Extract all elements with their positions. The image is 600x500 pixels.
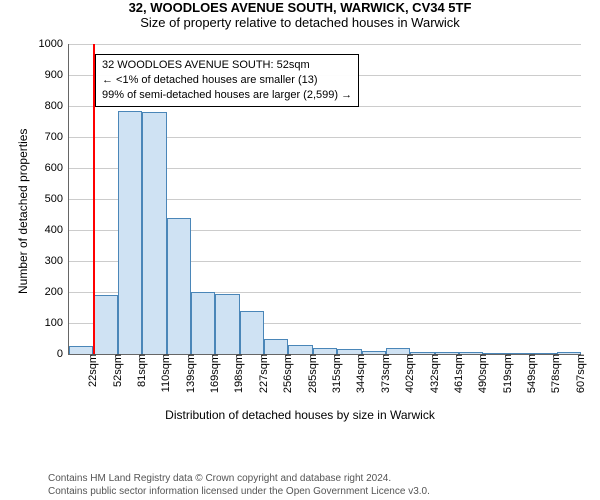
histogram-bar <box>264 339 288 355</box>
y-tick-label: 600 <box>45 162 69 174</box>
annotation-box: 32 WOODLOES AVENUE SOUTH: 52sqm← <1% of … <box>95 54 359 107</box>
y-tick-label: 100 <box>45 317 69 329</box>
x-tick-label: 373sqm <box>378 354 392 393</box>
histogram-bar <box>142 112 166 354</box>
x-tick-label: 461sqm <box>451 354 465 393</box>
footer-attribution: Contains HM Land Registry data © Crown c… <box>0 473 600 498</box>
x-tick-label: 52sqm <box>110 354 124 387</box>
x-tick-label: 81sqm <box>134 354 148 387</box>
x-tick-label: 490sqm <box>475 354 489 393</box>
histogram-bar <box>191 292 215 354</box>
annotation-line: ← <1% of detached houses are smaller (13… <box>102 73 352 88</box>
x-tick-label: 549sqm <box>524 354 538 393</box>
y-tick-label: 900 <box>45 69 69 81</box>
y-tick-label: 500 <box>45 193 69 205</box>
grid-line <box>69 44 581 45</box>
histogram-chart: 0 100 200 300 400 500 600 700 800 900 1000 22sqm 52s… <box>0 36 600 450</box>
x-tick-label: 169sqm <box>207 354 221 393</box>
page-subtitle: Size of property relative to detached ho… <box>0 15 600 30</box>
x-tick-label: 227sqm <box>256 354 270 393</box>
x-tick-label: 315sqm <box>329 354 343 393</box>
y-tick-label: 300 <box>45 255 69 267</box>
annotation-line: 32 WOODLOES AVENUE SOUTH: 52sqm <box>102 58 352 73</box>
histogram-bar <box>288 345 312 354</box>
x-tick-label: 110sqm <box>158 354 172 392</box>
x-tick-label: 256sqm <box>280 354 294 393</box>
x-tick-label: 198sqm <box>231 354 245 393</box>
y-tick-label: 700 <box>45 131 69 143</box>
x-tick-label: 139sqm <box>183 354 197 393</box>
page-title: 32, WOODLOES AVENUE SOUTH, WARWICK, CV34… <box>0 0 600 15</box>
x-tick-label: 607sqm <box>573 354 587 393</box>
footer-line-2: Contains public sector information licen… <box>48 486 600 499</box>
x-tick-label: 344sqm <box>353 354 367 393</box>
histogram-bar <box>69 346 93 354</box>
x-tick-label: 578sqm <box>548 354 562 393</box>
y-tick-label: 1000 <box>39 38 69 50</box>
x-tick-label: 285sqm <box>305 354 319 393</box>
x-tick-label: 432sqm <box>427 354 441 393</box>
x-tick-label: 22sqm <box>85 354 99 387</box>
histogram-bar <box>118 111 142 354</box>
y-tick-label: 800 <box>45 100 69 112</box>
histogram-bar <box>240 311 264 354</box>
histogram-bar <box>215 294 239 354</box>
x-axis-label: Distribution of detached houses by size … <box>0 408 600 422</box>
y-tick-label: 200 <box>45 286 69 298</box>
y-tick-label: 0 <box>57 348 69 360</box>
histogram-bar <box>167 218 191 354</box>
y-tick-label: 400 <box>45 224 69 236</box>
plot-area: 0100200300400500600700800900100022sqm52s… <box>68 44 581 355</box>
x-tick-label: 519sqm <box>500 354 514 393</box>
footer-line-1: Contains HM Land Registry data © Crown c… <box>48 473 600 486</box>
x-tick-label: 402sqm <box>402 354 416 393</box>
y-axis-label: Number of detached properties <box>16 129 30 294</box>
annotation-line: 99% of semi-detached houses are larger (… <box>102 88 352 103</box>
histogram-bar <box>93 295 117 354</box>
